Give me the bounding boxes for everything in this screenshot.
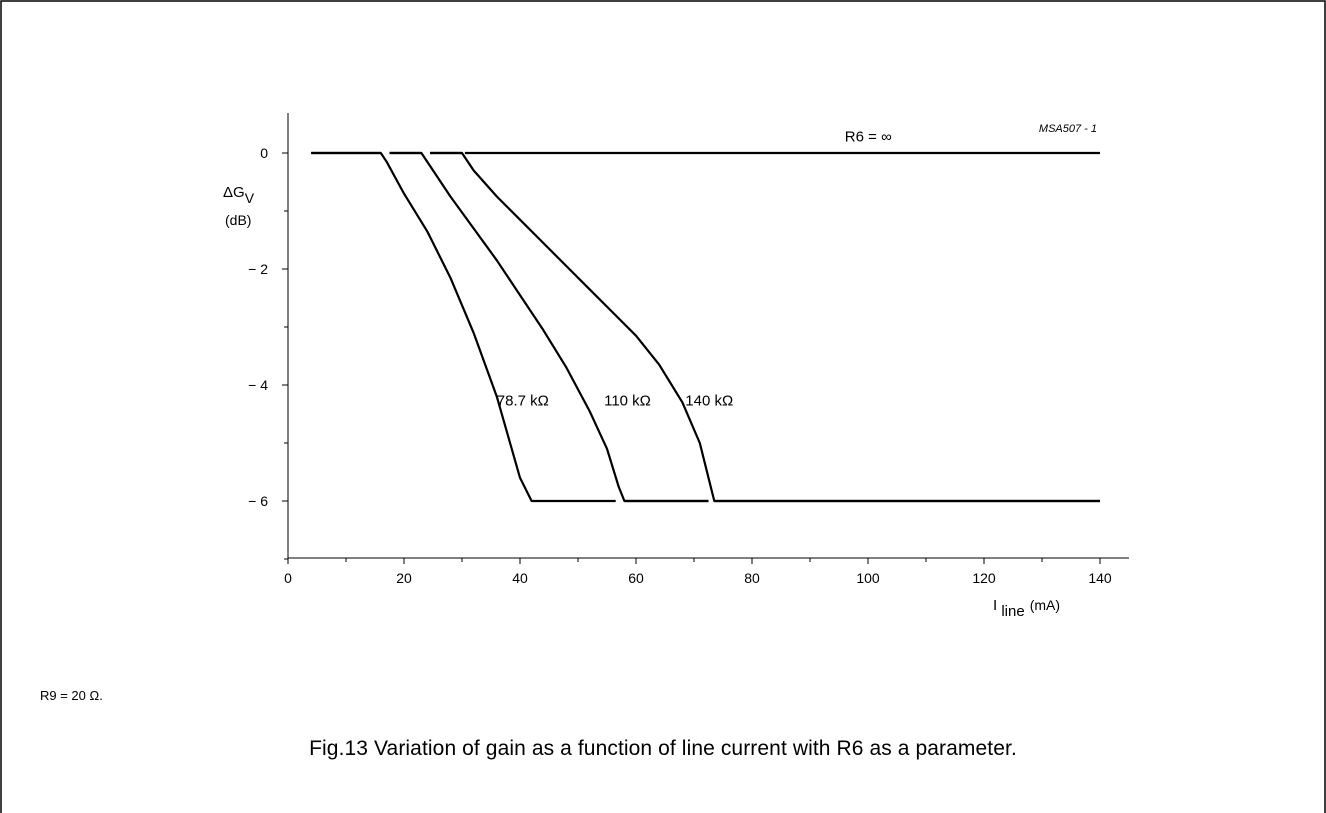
series-line [430,151,1100,503]
chart-code: MSA507 - 1 [1039,123,1097,135]
y-tick-label: − 4 [248,377,268,393]
series-line [311,151,616,503]
x-tick-label: 0 [284,570,292,586]
y-tick-label: − 6 [248,493,268,509]
y-axis-label: ΔGV [223,184,255,206]
series-annotation: R6 = ∞ [845,128,892,145]
x-tick-label: 80 [744,570,760,586]
x-tick-label: 120 [972,570,996,586]
chart-area: 0 20 40 60 80 100 120 140 0 − 2 − 4 − 6 ΔGV (dB) I lin… [223,113,1129,620]
x-tick-label: 140 [1088,570,1112,586]
series-annotation: 140 kΩ [685,392,733,409]
y-axis-unit: (dB) [225,212,251,228]
x-tick-label: 60 [628,570,644,586]
series-annotation: 78.7 kΩ [497,392,549,409]
x-tick-label: 40 [512,570,528,586]
series-annotation: 110 kΩ [604,392,651,409]
x-tick-label: 20 [396,570,412,586]
chart-note: R9 = 20 Ω. [40,688,103,703]
x-axis-label: I line (mA) [993,597,1060,620]
figure-caption: Fig.13 Variation of gain as a function o… [309,737,1017,760]
x-tick-label: 100 [856,570,880,586]
series-line [389,151,709,503]
y-tick-label: 0 [260,145,268,161]
y-tick-label: − 2 [248,261,268,277]
